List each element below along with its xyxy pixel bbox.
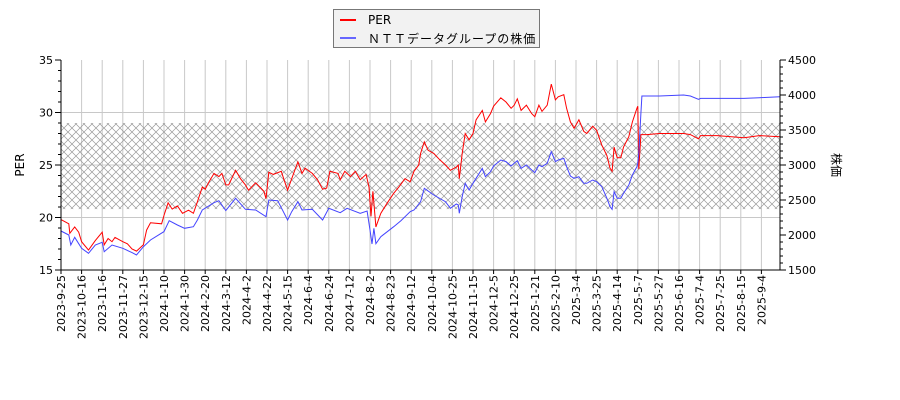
x-tick-label: 2024-8-23 [385, 275, 398, 332]
x-tick-label: 2024-4-2 [240, 275, 253, 325]
x-tick-label: 2024-1-30 [179, 275, 192, 332]
x-tick-label: 2024-5-15 [282, 275, 295, 332]
y-tick-label: 25 [39, 159, 53, 172]
x-tick-label: 2024-6-4 [302, 275, 315, 325]
x-tick-label: 2025-3-4 [570, 275, 583, 325]
axes [55, 59, 786, 274]
x-tick-label: 2025-2-10 [549, 275, 562, 332]
y-tick-labels: 15 20 25 30 35 [39, 54, 53, 277]
y2-axis-title: 株価 [829, 153, 844, 177]
legend-swatch-price [340, 37, 356, 39]
x-tick-label: 2024-11-15 [467, 275, 480, 339]
series-group [60, 83, 780, 256]
stock-price-line [60, 94, 780, 256]
x-tick-label: 2023-10-16 [76, 275, 89, 339]
x-tick-label: 2025-1-21 [529, 275, 542, 332]
x-tick-label: 2025-5-7 [632, 275, 645, 325]
y2-tick-label: 2500 [788, 194, 816, 207]
x-tick-label: 2025-8-15 [735, 275, 748, 332]
y-tick-label: 15 [39, 264, 53, 277]
x-tick-label: 2025-3-25 [591, 275, 604, 332]
legend-item-per: PER [340, 12, 391, 28]
y2-tick-label: 4000 [788, 89, 816, 102]
y-tick-label: 35 [39, 54, 53, 67]
x-tick-label: 2023-11-6 [96, 275, 109, 332]
x-tick-label: 2024-12-25 [508, 275, 521, 339]
y2-tick-label: 1500 [788, 264, 816, 277]
y-tick-label: 20 [39, 212, 53, 225]
x-tick-label: 2025-5-27 [652, 275, 665, 332]
y2-tick-label: 3500 [788, 124, 816, 137]
x-tick-label: 2024-7-12 [343, 275, 356, 332]
y-tick-label: 30 [39, 107, 53, 120]
legend: PER ＮＴＴデータグループの株価 [333, 9, 540, 48]
x-tick-label: 2025-7-4 [694, 275, 707, 325]
per-line [60, 83, 780, 252]
y2-tick-labels: 1500 2000 2500 3000 3500 4000 4500 [788, 54, 816, 277]
per-range-band [61, 123, 780, 210]
y-axis-title: PER [13, 153, 27, 176]
x-tick-label: 2024-12-5 [488, 275, 501, 332]
legend-label-price: ＮＴＴデータグループの株価 [368, 31, 537, 46]
x-tick-label: 2024-3-12 [220, 275, 233, 332]
x-tick-label: 2024-10-25 [446, 275, 459, 339]
x-tick-label: 2025-4-14 [611, 275, 624, 332]
x-tick-label: 2025-7-25 [714, 275, 727, 332]
y2-tick-label: 2000 [788, 229, 816, 242]
legend-label-per: PER [368, 13, 392, 27]
legend-item-price: ＮＴＴデータグループの株価 [340, 30, 536, 46]
x-tick-label: 2025-9-4 [755, 275, 768, 325]
x-tick-label: 2024-1-10 [158, 275, 171, 332]
x-tick-label: 2024-6-24 [323, 275, 336, 332]
x-tick-label: 2024-9-12 [405, 275, 418, 332]
x-tick-label: 2023-12-15 [137, 275, 150, 339]
x-tick-label: 2024-10-4 [426, 275, 439, 332]
x-tick-label: 2024-8-2 [364, 275, 377, 325]
y2-tick-label: 3000 [788, 159, 816, 172]
x-tick-label: 2023-11-27 [117, 275, 130, 339]
y2-tick-label: 4500 [788, 54, 816, 67]
x-tick-labels: 2023-9-25 2023-10-16 2023-11-6 2023-11-27 20… [55, 275, 768, 339]
x-tick-label: 2023-9-25 [55, 275, 68, 332]
legend-swatch-per [340, 19, 356, 21]
x-tick-label: 2024-4-22 [261, 275, 274, 332]
x-tick-label: 2025-6-16 [673, 275, 686, 332]
x-tick-label: 2024-2-20 [199, 275, 212, 332]
